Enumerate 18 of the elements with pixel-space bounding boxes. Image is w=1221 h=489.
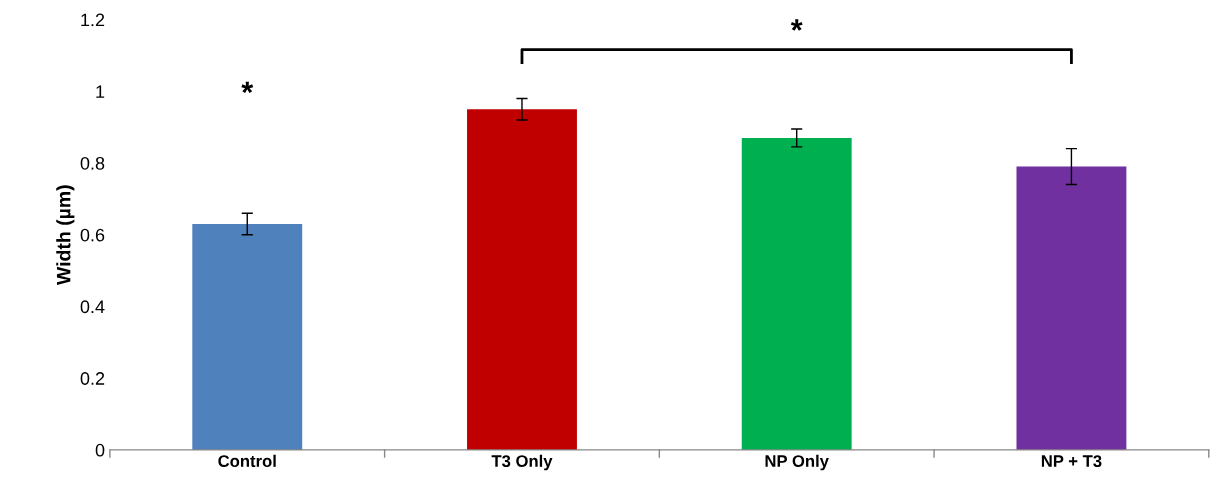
annotation: * xyxy=(790,19,803,31)
y-tick-label: 1 xyxy=(96,85,105,98)
bar xyxy=(741,137,852,450)
y-tick-label: 1.2 xyxy=(81,13,105,27)
x-tick-label: T3 Only xyxy=(491,454,553,471)
y-axis-title: Width (µm) xyxy=(56,185,75,286)
x-tick-label: NP Only xyxy=(765,454,829,471)
y-tick-label: 0.4 xyxy=(80,300,105,314)
x-tick-label: NP + T3 xyxy=(1041,455,1102,468)
annotation: * xyxy=(241,81,254,94)
bar xyxy=(192,223,303,450)
y-tick-label: 0.6 xyxy=(80,228,105,242)
y-tick-label: 0 xyxy=(95,443,105,457)
bar xyxy=(467,109,577,450)
y-tick-label: 0.8 xyxy=(80,156,105,170)
x-tick-label: Control xyxy=(218,454,276,467)
bar xyxy=(1016,166,1127,450)
y-tick-label: 0.2 xyxy=(80,372,105,385)
